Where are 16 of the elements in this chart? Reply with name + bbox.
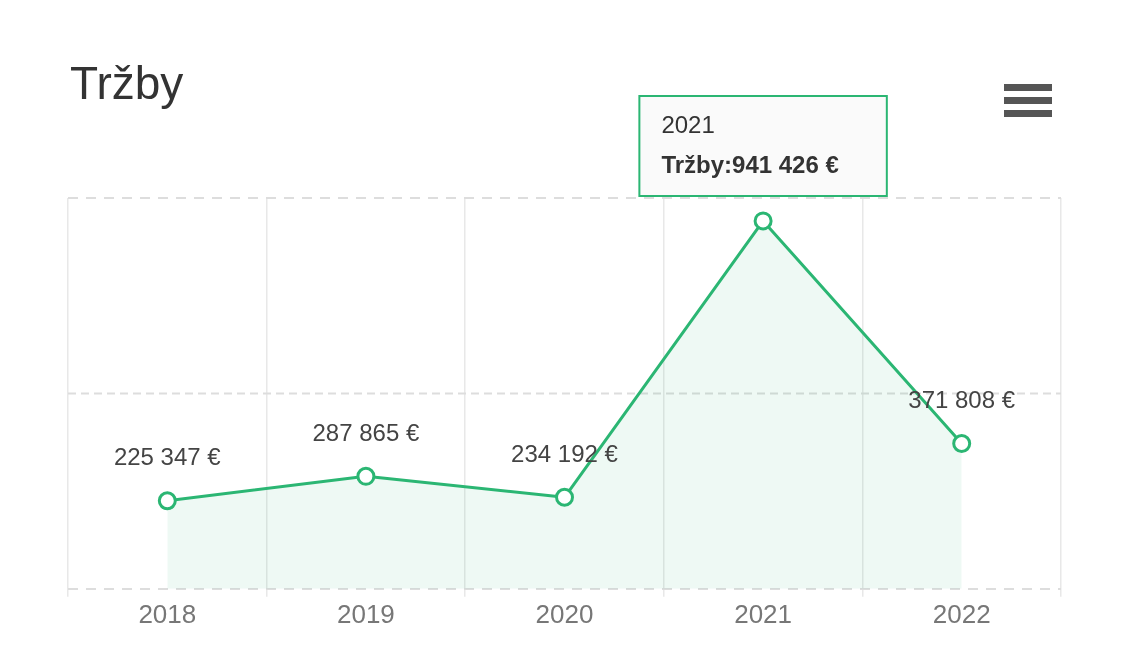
data-label: 234 192 € [511, 439, 619, 467]
point [356, 466, 376, 486]
x-tick-label: 2020 [535, 598, 594, 629]
x-tick-label: 2018 [138, 598, 197, 629]
x-tick-label: 2019 [336, 598, 395, 629]
point [952, 434, 972, 453]
x-tick-label: 2022 [932, 598, 991, 629]
chart-title: Tržby [70, 56, 184, 110]
data-label: 287 865 € [312, 418, 420, 446]
x-tick-label: 2021 [734, 598, 793, 629]
point [157, 491, 177, 511]
annotation: Tržby:941 426 € [661, 150, 839, 178]
category-label: 2021 [661, 110, 715, 138]
point [753, 211, 773, 231]
point [555, 487, 574, 507]
data-label: 225 347 € [113, 443, 222, 471]
